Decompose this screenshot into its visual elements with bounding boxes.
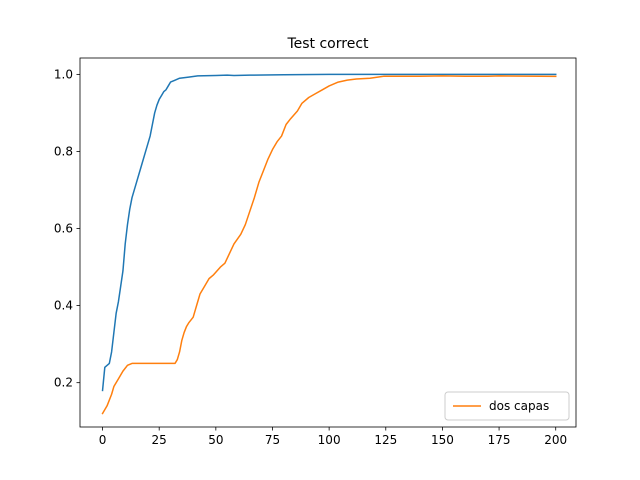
series-line-2: [101, 75, 557, 415]
legend: dos capas: [444, 391, 570, 421]
axes-layer: 0 25 50 75 100 125 150 175 200 0.2 0.4 0.6 0.8 1.0: [54, 57, 577, 447]
x-tick-label: 125: [374, 433, 397, 447]
axes-frame: [79, 57, 577, 428]
series-layer: [101, 73, 557, 415]
x-tick-label: 50: [208, 433, 223, 447]
y-tick-label: 0.2: [54, 376, 73, 390]
x-tick-label: 175: [488, 433, 511, 447]
x-tick-label: 150: [431, 433, 454, 447]
legend-label: dos capas: [489, 399, 549, 413]
chart-title: Test correct: [286, 36, 369, 52]
y-tick-label: 0.8: [54, 144, 73, 158]
x-tick-label: 0: [99, 433, 107, 447]
x-tick-label: 200: [544, 433, 567, 447]
y-tick-label: 1.0: [54, 67, 73, 81]
y-tick-label: 0.4: [54, 299, 73, 313]
x-tick-label: 25: [152, 433, 167, 447]
legend-box: [444, 391, 570, 421]
x-tick-label: 100: [318, 433, 341, 447]
y-tick-label: 0.6: [54, 222, 73, 236]
series-line-1: [101, 73, 557, 392]
x-tick-label: 75: [265, 433, 280, 447]
